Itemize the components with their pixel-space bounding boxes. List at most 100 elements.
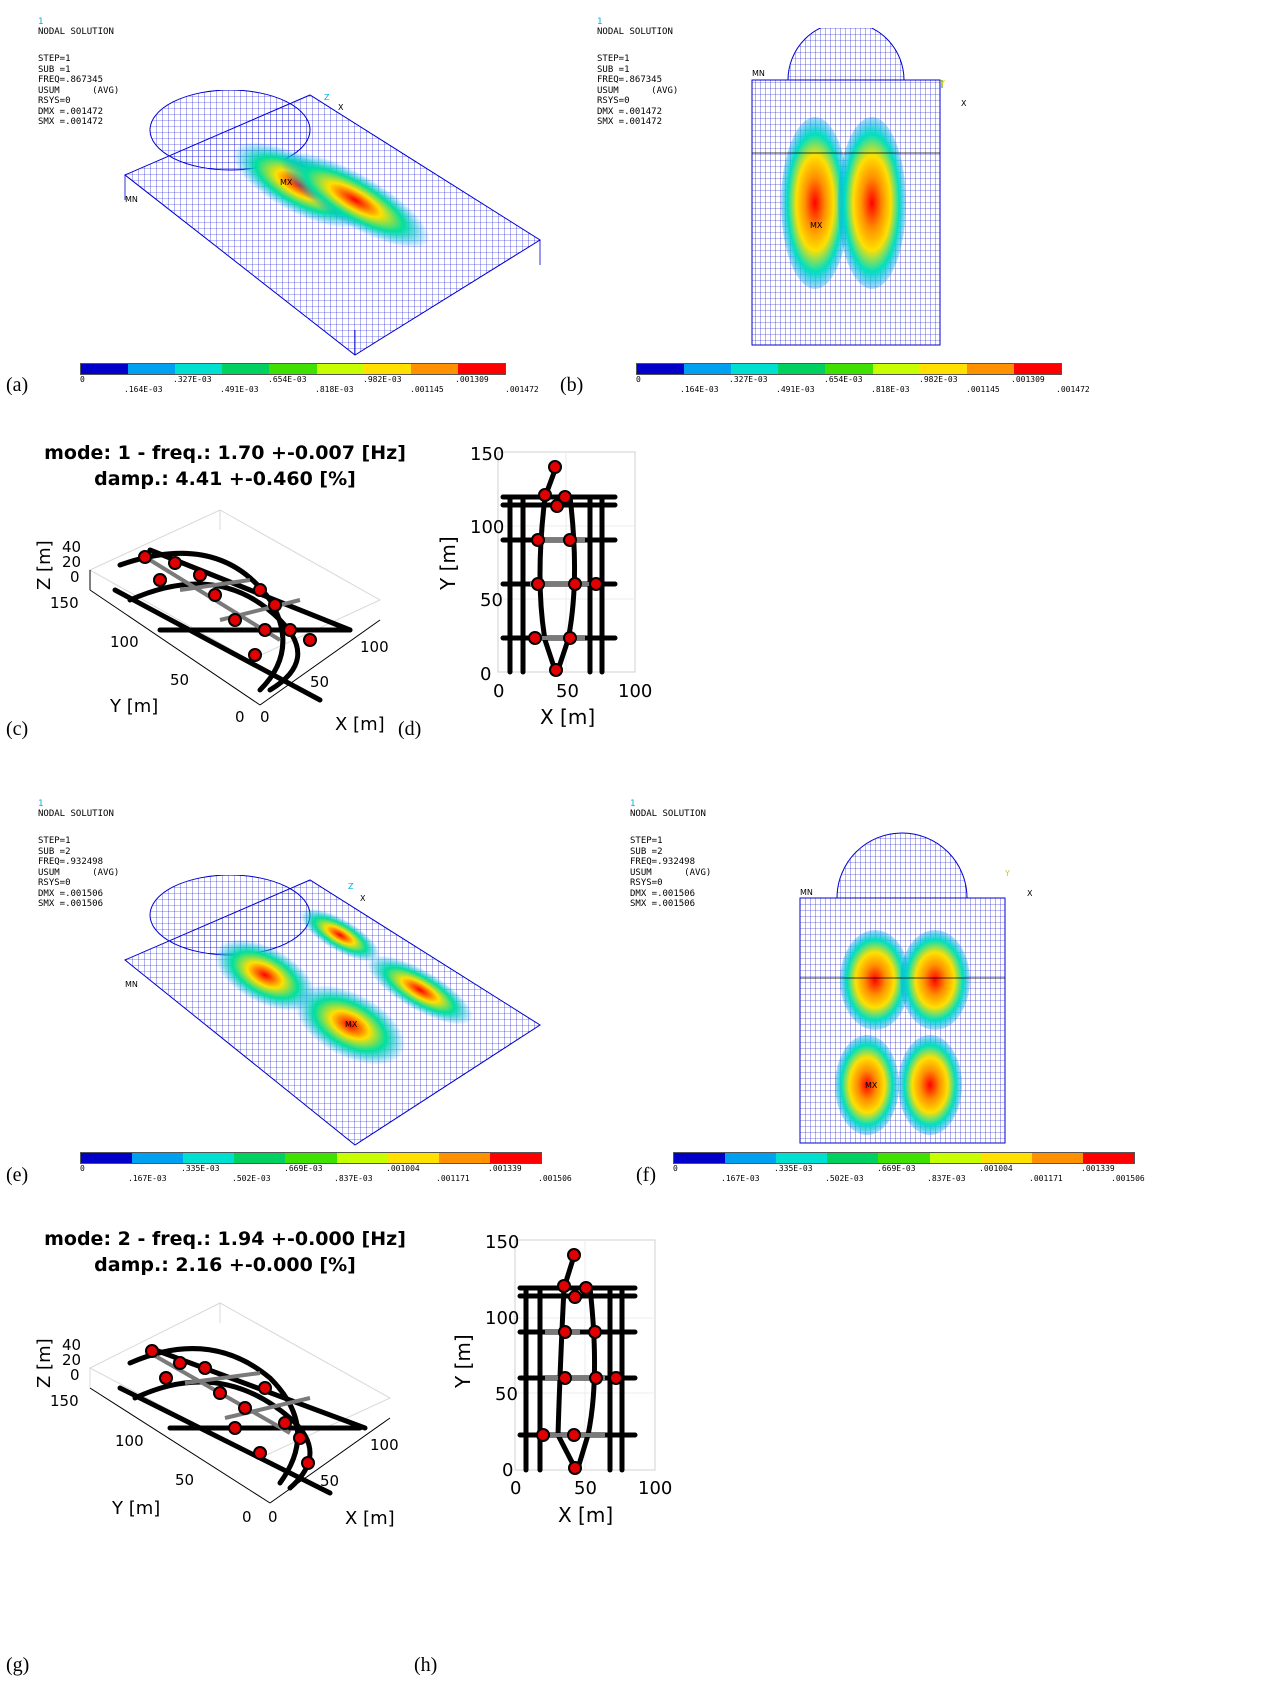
colorbar-strip [80, 1152, 542, 1164]
colorbar-tick: .164E-03 [680, 385, 719, 394]
window-number: 1 [630, 798, 636, 809]
colorbar-tick: 0 [80, 1164, 85, 1173]
mn-marker: MN [125, 195, 138, 204]
freq-line: FREQ=.932498 [38, 857, 104, 867]
y-tick: 100 [115, 1432, 144, 1450]
panel-label-e: (e) [6, 1164, 29, 1186]
mode-freq-line: mode: 2 - freq.: 1.94 +-0.000 [Hz] [44, 1228, 406, 1250]
y-tick: 100 [470, 517, 504, 538]
y-tick: 50 [480, 590, 503, 611]
colorbar-tick: .167E-03 [721, 1174, 760, 1183]
x-tick: 0 [260, 708, 270, 726]
colorbar-tick: .327E-03 [729, 375, 768, 384]
step-line: STEP=1 [630, 836, 663, 846]
colorbar-tick: .837E-03 [334, 1174, 373, 1183]
mode2-title: mode: 2 - freq.: 1.94 +-0.000 [Hz] damp.… [30, 1226, 420, 1278]
step-line: STEP=1 [597, 54, 630, 64]
y-axis-label: Y [m] [111, 1498, 160, 1519]
x-tick: 50 [574, 1478, 597, 1499]
dmx-line: DMX =.001506 [38, 888, 104, 899]
z-tick: 40 [62, 1336, 81, 1354]
colorbar-tick: .335E-03 [774, 1164, 813, 1173]
panel-label-b: (b) [560, 374, 584, 396]
usum-line: USUM (AVG) [38, 867, 120, 878]
colorbar-tick: .502E-03 [232, 1174, 271, 1183]
mode1-title: mode: 1 - freq.: 1.70 +-0.007 [Hz] damp.… [30, 440, 420, 492]
y-tick: 0 [480, 664, 491, 685]
y-tick: 0 [235, 708, 245, 726]
panel-label-f: (f) [636, 1164, 656, 1186]
sub-line: SUB =2 [630, 846, 663, 857]
mode-freq-line: mode: 1 - freq.: 1.70 +-0.007 [Hz] [44, 442, 406, 464]
sub-line: SUB =1 [38, 64, 71, 75]
colorbar-tick: .001309 [1011, 375, 1045, 384]
x-tick: 50 [310, 673, 329, 691]
rsys-line: RSYS=0 [630, 878, 663, 888]
z-axis-label: Z [m] [34, 540, 55, 590]
dmx-line: DMX =.001506 [630, 888, 696, 899]
y-tick: 100 [485, 1308, 519, 1329]
ansys-text-f: 1 NODAL SOLUTION STEP=1 SUB =2 FREQ=.93249… [630, 788, 711, 920]
sub-line: SUB =1 [597, 64, 630, 75]
window-number: 1 [38, 16, 44, 27]
fe-plan-view-f: MN MX Y X [799, 832, 1033, 1144]
y-axis-label: Y [m] [109, 696, 158, 717]
colorbar-tick: .001506 [538, 1174, 572, 1183]
x-tick: 50 [556, 681, 579, 702]
colorbar-tick: 0 [636, 375, 641, 384]
colorbar-tick: .491E-03 [776, 385, 815, 394]
colorbar-tick: .669E-03 [877, 1164, 916, 1173]
colorbar-tick: .001004 [979, 1164, 1013, 1173]
colorbar-tick: .818E-03 [315, 385, 354, 394]
y-tick: 150 [50, 594, 79, 612]
y-tick: 0 [502, 1460, 513, 1481]
panel-label-a: (a) [6, 374, 29, 396]
colorbar-tick: .001004 [386, 1164, 420, 1173]
z-tick: 40 [62, 538, 81, 556]
x-axis-label: X [m] [540, 705, 595, 729]
step-line: STEP=1 [38, 54, 71, 64]
colorbar-tick: .001171 [436, 1174, 470, 1183]
z-tick: 0 [70, 568, 80, 586]
panel-label-h: (h) [414, 1654, 438, 1676]
panel-label-g: (g) [6, 1654, 30, 1676]
colorbar-tick: .167E-03 [128, 1174, 167, 1183]
colorbar-tick: .669E-03 [284, 1164, 323, 1173]
nodal-solution-title: NODAL SOLUTION [38, 809, 114, 819]
colorbar-tick: .491E-03 [220, 385, 259, 394]
y-tick: 150 [50, 1392, 79, 1410]
colorbar-tick: .001171 [1029, 1174, 1063, 1183]
axis-y-label: Y [1004, 869, 1010, 878]
smx-line: SMX =.001506 [38, 899, 104, 909]
colorbar-strip [636, 363, 1062, 375]
usum-line: USUM (AVG) [38, 85, 120, 96]
z-axis-label: Z [m] [34, 1338, 55, 1388]
y-tick: 50 [175, 1471, 194, 1489]
colorbar-tick: .001339 [1081, 1164, 1115, 1173]
colorbar-tick: .837E-03 [927, 1174, 966, 1183]
axis-x-label: X [961, 99, 967, 108]
colorbar-tick: .001339 [488, 1164, 522, 1173]
usum-line: USUM (AVG) [630, 867, 712, 878]
axis-x-label: X [1027, 889, 1033, 898]
mode-shape-plan-d: 150 100 50 0 0 50 100 X [m] Y [m] [436, 444, 652, 729]
smx-line: SMX =.001472 [38, 117, 104, 127]
mx-marker: MX [280, 178, 293, 187]
freq-line: FREQ=.867345 [38, 75, 104, 85]
nodal-solution-title: NODAL SOLUTION [38, 27, 114, 37]
axis-z-label: Z [324, 93, 330, 102]
colorbar-strip [80, 363, 506, 375]
nodal-solution-title: NODAL SOLUTION [630, 809, 706, 819]
x-tick: 100 [638, 1478, 672, 1499]
mx-marker: MX [345, 1020, 358, 1029]
colorbar-tick: .001309 [455, 375, 489, 384]
colorbar-tick: .982E-03 [363, 375, 402, 384]
x-tick: 0 [510, 1478, 521, 1499]
damping-line: damp.: 2.16 +-0.000 [%] [94, 1254, 356, 1276]
fe-iso-view-e: MN MX X Z [124, 875, 541, 1146]
y-tick: 150 [485, 1232, 519, 1253]
x-tick: 50 [320, 1472, 339, 1490]
panel-label-d: (d) [398, 718, 422, 740]
x-tick: 100 [618, 681, 652, 702]
rsys-line: RSYS=0 [38, 96, 71, 106]
